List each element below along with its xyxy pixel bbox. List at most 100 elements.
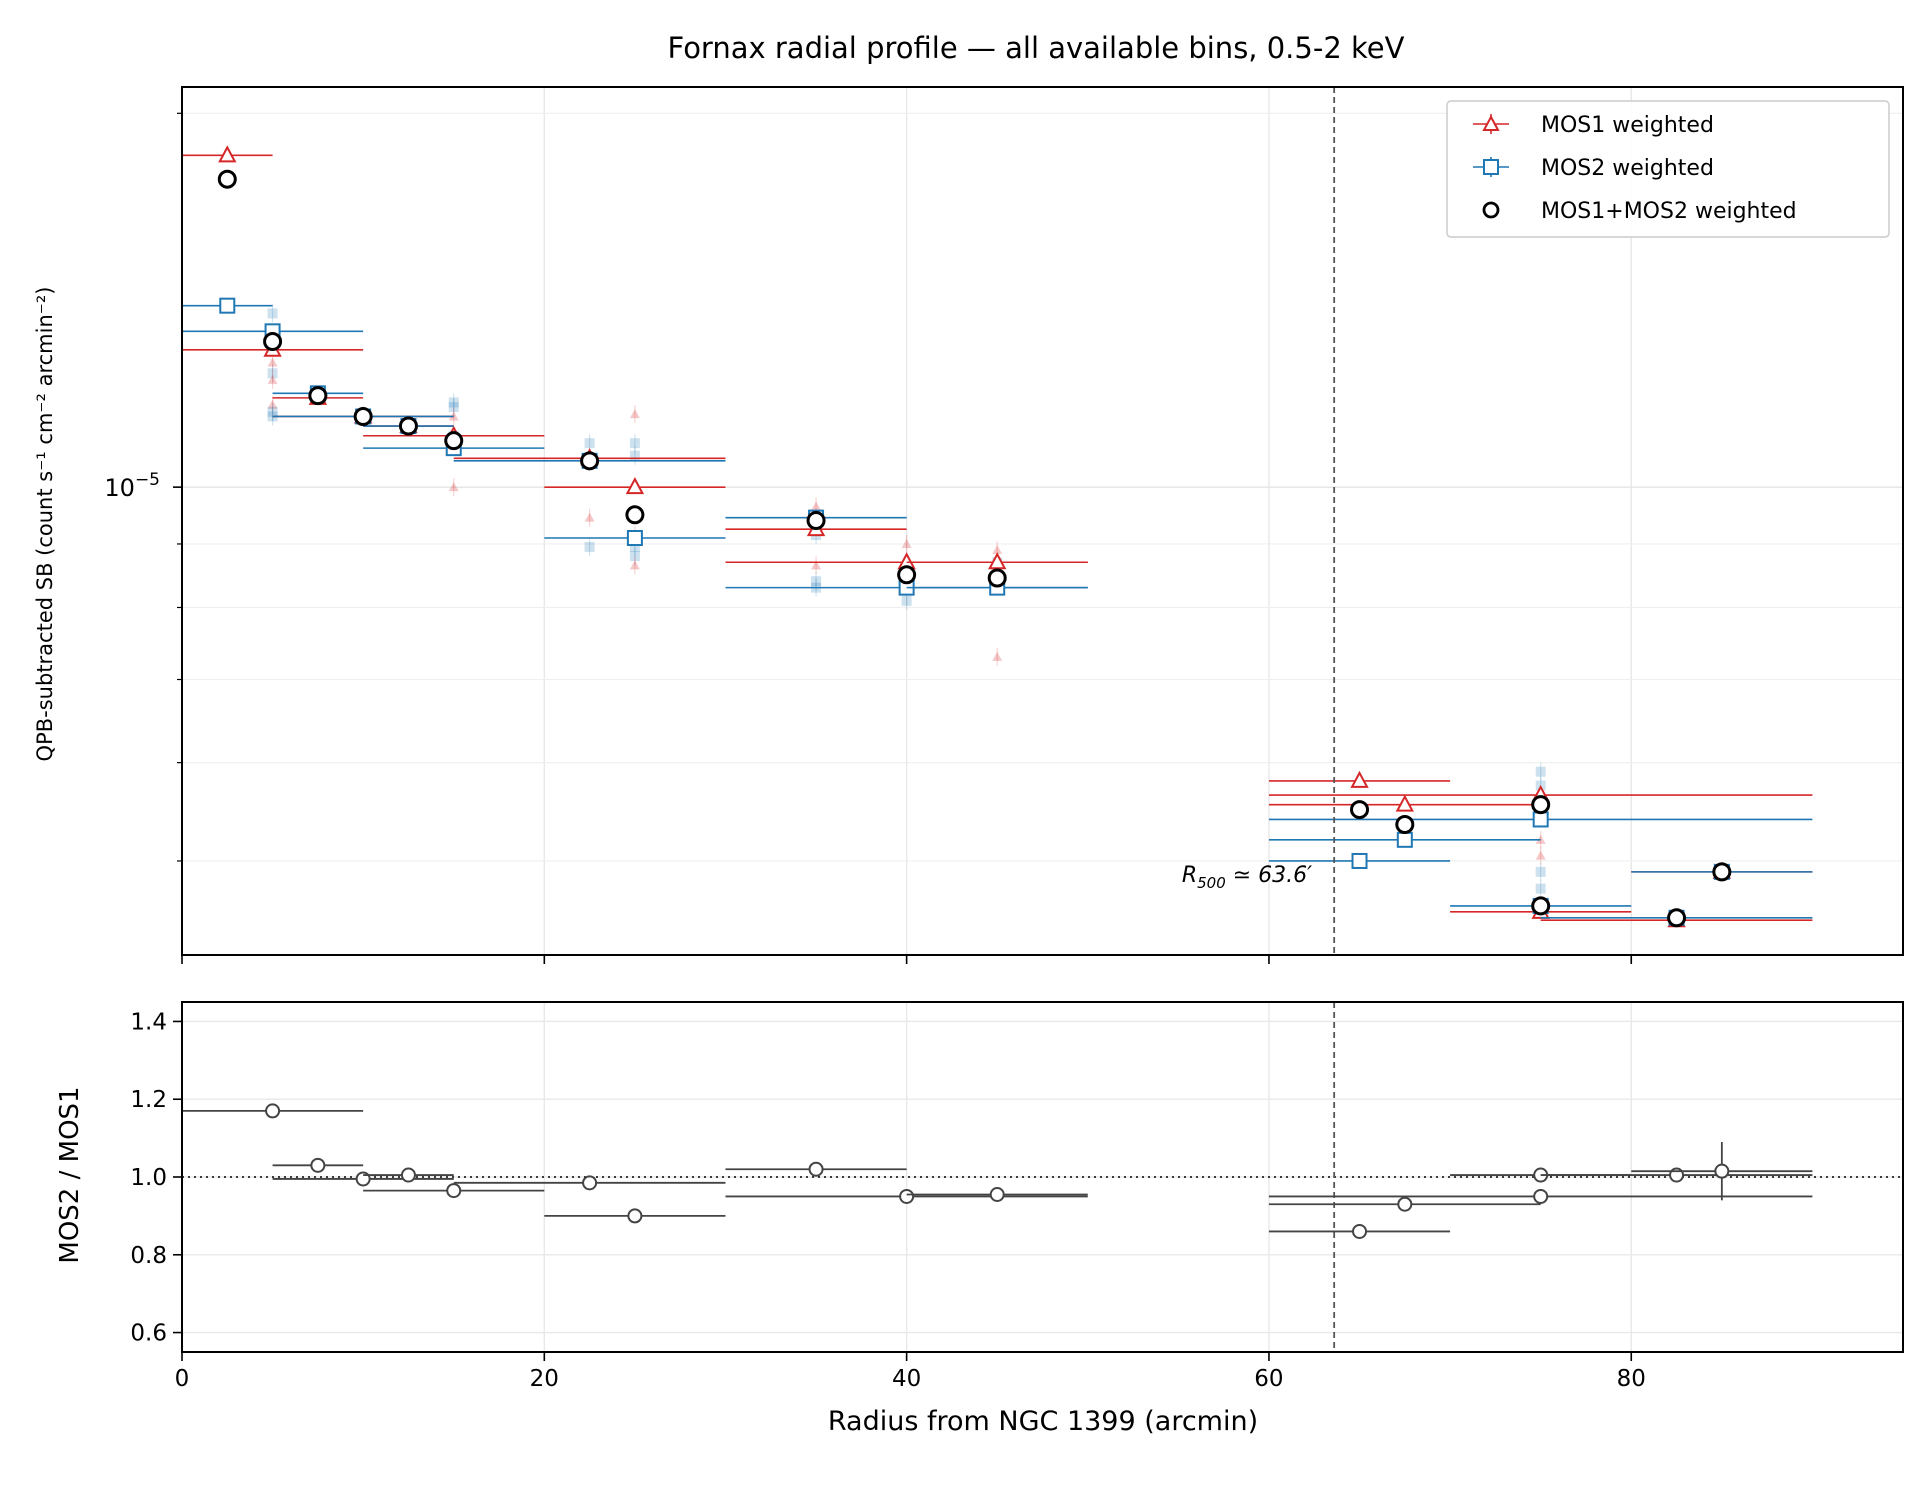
faint-mos2-point [629, 541, 640, 552]
ratio-point [627, 1208, 643, 1224]
mos2-point [1532, 811, 1549, 828]
ratio-point [446, 1183, 462, 1199]
faint-mos1-point [629, 560, 640, 570]
faint-mos2-point [629, 438, 640, 449]
ratio-point [899, 1188, 915, 1204]
combined-point [897, 565, 917, 585]
top-y-tick-exp: −5 [135, 470, 160, 490]
combined-point [308, 386, 328, 406]
legend-combined-marker [1482, 201, 1500, 219]
mos1-point [1395, 794, 1414, 812]
mos1-point [625, 477, 645, 495]
faint-mos2-point [267, 368, 278, 379]
top-grid [181, 87, 1903, 955]
combined-point [1395, 814, 1415, 834]
mos2-point [1351, 852, 1368, 869]
combined-point [580, 451, 600, 471]
top-y-tick-label: 10−5 [104, 470, 160, 502]
combined-point [1531, 896, 1551, 916]
bottom-y-tick-label: 0.6 [130, 1321, 167, 1347]
combined-point [1531, 795, 1551, 815]
mos1-point [988, 552, 1007, 570]
x-tick-label: 20 [530, 1366, 559, 1392]
mos2-point [219, 297, 236, 314]
combined-point [398, 416, 418, 436]
bottom-y-tick-label: 1.2 [130, 1087, 167, 1113]
ratio-point [400, 1167, 416, 1183]
combined-point [625, 505, 645, 525]
x-tick-label: 60 [1254, 1366, 1283, 1392]
combined-point [444, 431, 464, 451]
ratio-point [989, 1187, 1005, 1202]
bottom-x-ticks: 0 20 40 60 80 [175, 1352, 1646, 1392]
ratio-point [1352, 1223, 1368, 1239]
faint-mos2-point [584, 541, 595, 552]
combined-point [806, 511, 826, 531]
combined-point [353, 406, 373, 426]
mos2-point [626, 530, 643, 547]
legend-mos2-marker [1483, 159, 1499, 175]
r500-label-sub: 500 [1197, 874, 1226, 892]
ratio-point [265, 1103, 281, 1119]
ratio-point [310, 1157, 326, 1173]
x-tick-label: 80 [1617, 1366, 1646, 1392]
legend-entry-mos1: MOS1 weighted [1473, 113, 1714, 138]
bottom-y-tick-label: 1.0 [130, 1165, 167, 1191]
bottom-y-axis-label: MOS2 / MOS1 [55, 1086, 85, 1263]
top-y-axis-label: QPB-subtracted SB (count s⁻¹ cm⁻² arcmin… [33, 287, 57, 762]
mos1-point [1350, 770, 1369, 788]
faint-mos1-point [811, 560, 822, 570]
faint-mos1-point [267, 374, 278, 384]
r500-label-main: R [1182, 863, 1197, 888]
faint-mos2-point [584, 438, 595, 449]
faint-mos1-point [992, 544, 1003, 554]
faint-mos1-point [267, 357, 278, 367]
legend-mos1-label: MOS1 weighted [1541, 113, 1714, 138]
faint-mos2-point [1535, 766, 1546, 777]
faint-mos2-point [629, 551, 640, 562]
bottom-y-ticks: 0.6 0.8 1.0 1.2 1.4 [130, 1009, 182, 1347]
legend-box [1446, 100, 1890, 238]
ratio-series [182, 1103, 1813, 1239]
legend-mos1-marker [1482, 114, 1500, 131]
top-panel: R500 ≃ 63.6′ 10−5 QPB-subtracted SB (cou… [33, 86, 1904, 964]
x-tick-label: 40 [892, 1366, 921, 1392]
faint-mos2-point [267, 406, 278, 417]
legend-entry-mos2: MOS2 weighted [1473, 156, 1714, 181]
legend-combined-label: MOS1+MOS2 weighted [1541, 199, 1797, 224]
x-axis-label: Radius from NGC 1399 (arcmin) [828, 1406, 1258, 1437]
combined-point [1712, 862, 1732, 882]
top-plot-frame [181, 86, 1904, 956]
faint-mos2-point [1535, 866, 1546, 877]
bottom-y-tick-label: 0.8 [130, 1243, 167, 1269]
legend-entry-combined: MOS1+MOS2 weighted [1482, 199, 1797, 224]
combined-point [263, 332, 283, 352]
faint-mos2-point [811, 576, 822, 587]
faint-mos2-point [1535, 883, 1546, 894]
faint-mos2-point [448, 397, 459, 408]
mos1-point [218, 145, 237, 163]
ratio-point [582, 1175, 598, 1191]
combined-point [1350, 800, 1370, 820]
top-y-tick-base: 10 [104, 474, 135, 502]
faint-mos2-point [448, 402, 459, 413]
faint-mos2-point [901, 595, 912, 606]
faint-mos2-point [629, 450, 640, 461]
chart-title: Fornax radial profile — all available bi… [668, 31, 1405, 65]
faint-mos1-point [992, 651, 1003, 661]
legend: MOS1 weighted MOS2 weighted MOS1+MOS2 we… [1446, 100, 1890, 238]
faint-mos1-point [629, 409, 640, 419]
combined-point [217, 169, 237, 189]
bottom-panel: 0.6 0.8 1.0 1.2 1.4 0 20 40 60 80 MOS2 / MOS1 Ra… [55, 1001, 1904, 1437]
ratio-point [1397, 1196, 1413, 1212]
top-y-ticks [173, 112, 182, 862]
ratio-point [1533, 1188, 1549, 1204]
ratio-point [808, 1161, 824, 1177]
faint-mos2-point [267, 308, 278, 319]
mos2-point [1396, 831, 1413, 848]
legend-mos2-label: MOS2 weighted [1541, 156, 1714, 181]
top-x-ticks [181, 955, 1633, 964]
faint-mos1-point [448, 482, 459, 492]
combined-point [1667, 908, 1687, 928]
